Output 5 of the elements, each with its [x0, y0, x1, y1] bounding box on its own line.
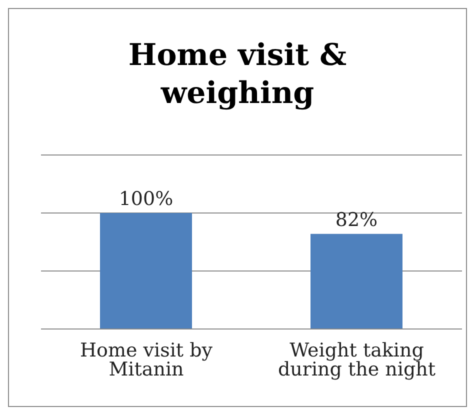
- data-label: 100%: [118, 188, 174, 210]
- x-tick-label: Home visit by Mitanin: [80, 339, 213, 380]
- data-label: 82%: [335, 208, 378, 231]
- x-tick-label: Weight taking during the night: [278, 339, 436, 380]
- chart-title: Home visit & weighing: [127, 37, 348, 113]
